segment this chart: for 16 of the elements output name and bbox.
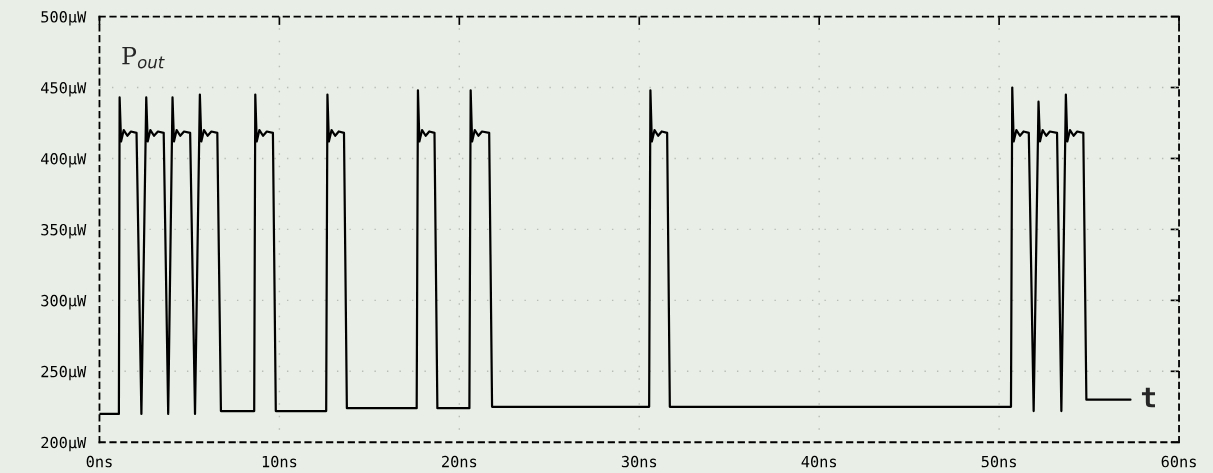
x-tick-label: 10ns: [262, 455, 297, 468]
x-tick-label: 0ns: [86, 455, 112, 468]
y-tick-label: 200µW: [41, 436, 87, 452]
y-tick-label: 450µW: [41, 82, 87, 97]
y-tick-label: 500µW: [41, 11, 87, 26]
y-tick-label: 350µW: [41, 223, 87, 239]
y-axis-title: P$_{out}$: [122, 47, 165, 69]
y-tick-label: 300µW: [41, 294, 87, 310]
x-tick-label: 50ns: [981, 455, 1016, 468]
x-tick-label: 40ns: [801, 455, 837, 468]
x-tick-label: 20ns: [442, 455, 477, 468]
y-tick-label: 400µW: [41, 152, 87, 168]
x-tick-label: 60ns: [1161, 455, 1196, 468]
x-axis-title: t: [1141, 387, 1155, 408]
x-tick-label: 30ns: [621, 455, 657, 468]
y-tick-label: 250µW: [41, 365, 87, 381]
